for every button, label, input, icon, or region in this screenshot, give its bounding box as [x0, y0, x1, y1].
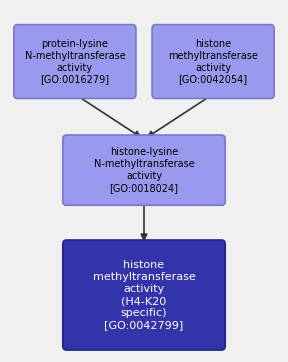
FancyBboxPatch shape	[63, 240, 225, 350]
Text: protein-lysine
N-methyltransferase
activity
[GO:0016279]: protein-lysine N-methyltransferase activ…	[24, 38, 125, 85]
FancyBboxPatch shape	[152, 25, 274, 98]
FancyBboxPatch shape	[14, 25, 136, 98]
Text: histone
methyltransferase
activity
[GO:0042054]: histone methyltransferase activity [GO:0…	[168, 38, 258, 85]
Text: histone-lysine
N-methyltransferase
activity
[GO:0018024]: histone-lysine N-methyltransferase activ…	[94, 147, 194, 193]
Text: histone
methyltransferase
activity
(H4-K20
specific)
[GO:0042799]: histone methyltransferase activity (H4-K…	[93, 260, 195, 330]
FancyBboxPatch shape	[63, 135, 225, 205]
